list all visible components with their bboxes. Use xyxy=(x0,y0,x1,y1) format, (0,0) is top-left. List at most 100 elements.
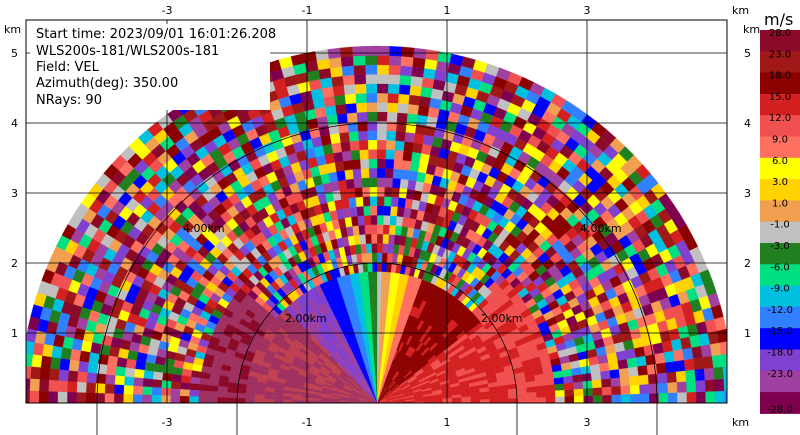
colorbar-label: -9.0 xyxy=(770,284,790,295)
radar-cell xyxy=(388,64,401,76)
radar-cell xyxy=(628,366,639,377)
y-ticks-right: 1 2 3 4 5 xyxy=(744,47,751,340)
radar-cell xyxy=(376,139,387,150)
radar-cell xyxy=(376,74,389,84)
radar-cell xyxy=(336,113,348,125)
radar-cell xyxy=(160,387,171,396)
radar-cell xyxy=(123,376,135,387)
colorbar-swatch xyxy=(760,328,800,350)
radar-cell xyxy=(352,168,362,179)
x-tick-label: -3 xyxy=(162,416,173,429)
radar-cell xyxy=(76,392,87,403)
radar-cell xyxy=(410,75,423,87)
radar-cell xyxy=(115,366,126,377)
radar-cell xyxy=(104,393,115,403)
radar-cell xyxy=(384,186,393,197)
radar-cell xyxy=(49,357,61,370)
radar-cell xyxy=(617,358,629,370)
radar-cell xyxy=(26,353,33,367)
radar-cell xyxy=(420,143,432,156)
radar-cell xyxy=(376,233,384,244)
radar-cell xyxy=(713,366,724,380)
radar-cell xyxy=(665,361,677,373)
radar-cell xyxy=(48,368,60,381)
radar-cell xyxy=(406,179,417,191)
radar-cell xyxy=(618,367,630,378)
radar-cell xyxy=(77,361,89,373)
radar-cell xyxy=(26,378,31,392)
radar-cell xyxy=(354,187,363,198)
radar-cell xyxy=(619,376,631,387)
radar-cell xyxy=(383,196,392,207)
x-tick-label: 3 xyxy=(584,4,591,17)
radar-cell xyxy=(85,382,96,394)
radar-cell xyxy=(408,170,418,182)
radar-cell xyxy=(387,243,394,254)
radar-cell xyxy=(341,150,352,162)
radar-cell xyxy=(385,158,395,169)
colorbar-swatch xyxy=(760,221,800,244)
radar-cell xyxy=(398,84,411,95)
radar-cell xyxy=(311,400,321,403)
colorbar-label: 9.0 xyxy=(772,135,788,146)
radar-cell xyxy=(29,378,40,392)
colorbar-label: 23.0 xyxy=(769,49,791,60)
colorbar-label: 12.0 xyxy=(769,113,791,124)
y-unit-left: km xyxy=(4,23,21,36)
radar-cell xyxy=(179,389,190,397)
radar-cell xyxy=(199,378,210,386)
radar-cell xyxy=(620,385,631,395)
radar-cell xyxy=(412,57,426,69)
radar-cell xyxy=(351,159,361,170)
radar-cell xyxy=(342,74,355,86)
radar-cell xyxy=(666,371,678,383)
radar-cell xyxy=(405,188,415,200)
radar-cell xyxy=(144,362,156,372)
radar-cell xyxy=(563,382,574,391)
radar-cell xyxy=(152,371,164,381)
radar-cell xyxy=(198,384,209,392)
radar-cell xyxy=(373,299,378,310)
radar-cell xyxy=(376,224,384,235)
radar-cell xyxy=(365,83,378,94)
radar-cell xyxy=(353,74,367,85)
radar-cell xyxy=(373,308,378,319)
radar-cell xyxy=(376,261,383,272)
radar-cell xyxy=(376,102,388,113)
y-tick-label: 2 xyxy=(744,257,751,270)
radar-cell xyxy=(318,67,332,80)
radar-cell xyxy=(639,383,650,394)
radar-cell xyxy=(695,379,706,393)
radar-cell xyxy=(360,168,370,179)
radar-cell xyxy=(48,391,58,403)
radar-cell xyxy=(376,167,386,178)
radar-cell xyxy=(412,142,423,154)
radar-cell xyxy=(395,215,404,227)
radar-cell xyxy=(105,374,116,385)
radar-cell xyxy=(172,366,183,376)
radar-cell xyxy=(26,365,32,379)
radar-cell xyxy=(127,350,139,361)
radar-cell xyxy=(419,153,430,165)
radar-cell xyxy=(59,358,71,371)
radar-cell xyxy=(162,365,174,375)
radar-cell xyxy=(658,382,669,394)
radar-cell xyxy=(376,83,389,94)
radar-cell xyxy=(384,177,393,188)
colorbar-swatch xyxy=(760,370,800,393)
x-tick-label: 3 xyxy=(584,416,591,429)
radar-cell xyxy=(626,357,638,368)
radar-cell xyxy=(554,389,565,397)
radar-cell xyxy=(356,111,368,122)
radar-cell xyxy=(582,380,593,389)
radar-cell xyxy=(722,366,727,379)
radar-cell xyxy=(583,395,594,403)
radar-cell xyxy=(384,168,394,179)
radar-cell xyxy=(123,385,134,395)
radar-cell xyxy=(85,392,96,403)
radar-cell xyxy=(639,393,650,403)
radar-cell xyxy=(406,113,418,125)
radar-cell xyxy=(324,105,337,117)
colorbar-unit: m/s xyxy=(764,10,793,29)
